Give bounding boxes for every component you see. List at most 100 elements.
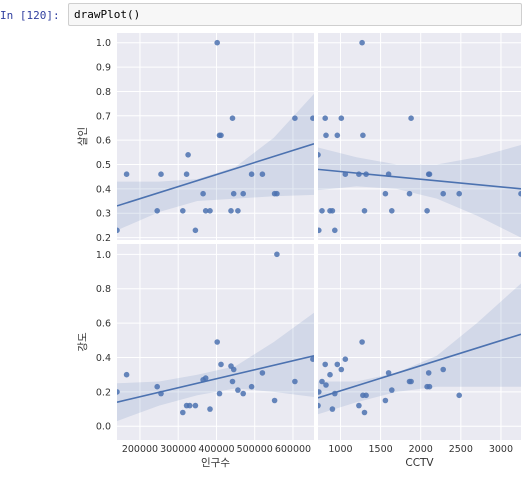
data-point: [192, 227, 199, 234]
y-tick-label: 0.8: [96, 284, 111, 295]
data-point: [214, 339, 220, 345]
data-point: [426, 383, 433, 390]
data-point: [180, 208, 186, 214]
data-point: [183, 171, 190, 177]
data-point: [361, 409, 368, 416]
data-point: [406, 190, 413, 197]
y-tick-label: 0.4: [96, 353, 111, 364]
x-tick-label: 600000: [275, 444, 311, 455]
data-point: [382, 190, 389, 197]
data-point: [248, 171, 255, 177]
data-point: [338, 115, 345, 121]
x-tick-label: 1000: [328, 444, 352, 455]
data-point: [332, 227, 338, 234]
x-axis-label: CCTV: [405, 457, 434, 469]
data-point: [389, 208, 395, 214]
data-point: [292, 378, 298, 385]
data-point: [240, 190, 246, 197]
data-point: [230, 190, 237, 197]
data-point: [292, 115, 298, 121]
data-point: [117, 227, 120, 234]
y-tick-label: 0.2: [96, 387, 111, 398]
data-point: [202, 208, 209, 214]
data-point: [274, 251, 280, 258]
y-tick-label: 0.5: [96, 160, 111, 171]
data-point: [361, 208, 368, 214]
data-point: [180, 409, 186, 416]
panel-background: [318, 244, 521, 440]
data-point: [424, 208, 430, 214]
data-point: [408, 115, 414, 121]
data-point: [356, 402, 362, 409]
data-point: [218, 132, 224, 139]
data-point: [440, 190, 447, 197]
data-point: [322, 361, 329, 368]
data-point: [318, 389, 322, 395]
y-tick-label: 1.0: [96, 38, 111, 49]
code-cell-input[interactable]: drawPlot(): [68, 3, 522, 26]
data-point: [200, 190, 206, 197]
data-point: [359, 39, 365, 46]
x-axis-label: 인구수: [201, 457, 230, 469]
data-point: [185, 152, 191, 158]
data-point: [310, 356, 314, 362]
data-point: [192, 402, 199, 409]
code-text[interactable]: drawPlot(): [74, 8, 141, 21]
data-point: [518, 190, 521, 197]
data-point: [342, 356, 349, 363]
cell-prompt: In [120]:: [0, 9, 60, 22]
data-point: [123, 171, 130, 177]
data-point: [229, 115, 236, 121]
data-point: [154, 383, 160, 390]
data-point: [310, 115, 314, 121]
x-tick-label: 500000: [237, 444, 273, 455]
data-point: [426, 171, 433, 177]
data-point: [456, 392, 463, 399]
x-tick-label: 300000: [160, 444, 196, 455]
data-point: [425, 370, 432, 376]
data-point: [259, 171, 266, 177]
data-point: [271, 397, 278, 404]
data-point: [360, 132, 366, 139]
data-point: [319, 208, 325, 214]
y-tick-label: 0.0: [96, 422, 111, 433]
data-point: [323, 382, 329, 388]
data-point: [329, 406, 336, 412]
y-tick-label: 0.2: [96, 233, 111, 244]
y-tick-label: 0.4: [96, 184, 111, 195]
y-tick-label: 0.8: [96, 87, 111, 98]
y-axis-label: 강도: [77, 332, 89, 352]
data-point: [318, 227, 322, 234]
data-point: [456, 190, 463, 197]
data-point: [214, 39, 220, 46]
y-tick-label: 0.7: [96, 111, 111, 122]
data-point: [259, 370, 266, 376]
data-point: [235, 387, 241, 393]
data-point: [202, 375, 209, 381]
x-tick-label: 2500: [449, 444, 473, 455]
data-point: [154, 208, 160, 214]
data-point: [319, 378, 325, 385]
y-tick-label: 0.3: [96, 209, 111, 220]
data-point: [363, 392, 369, 399]
data-point: [323, 132, 329, 139]
y-tick-label: 0.6: [96, 136, 111, 147]
data-point: [408, 378, 414, 385]
data-point: [207, 208, 213, 214]
data-point: [218, 361, 224, 368]
data-point: [186, 402, 193, 409]
x-tick-label: 2000: [409, 444, 433, 455]
data-point: [334, 132, 341, 139]
data-point: [274, 190, 280, 197]
x-tick-label: 3000: [489, 444, 513, 455]
x-tick-label: 400000: [198, 444, 234, 455]
y-tick-label: 0.9: [96, 63, 111, 74]
x-tick-label: 200000: [122, 444, 158, 455]
data-point: [230, 366, 237, 373]
regression-line: [117, 354, 314, 403]
confidence-band: [318, 145, 521, 238]
data-point: [359, 339, 365, 345]
data-point: [158, 171, 164, 177]
y-axis-label: 살인: [77, 127, 89, 146]
regression-line: [117, 143, 314, 207]
